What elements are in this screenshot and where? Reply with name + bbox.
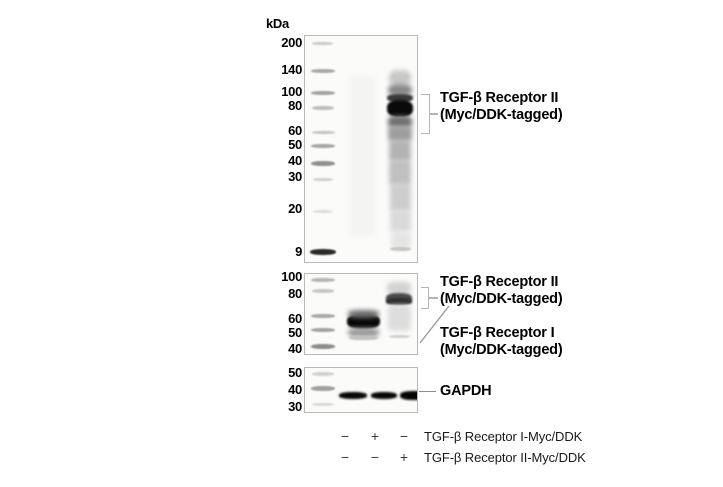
lane3-smear-50 bbox=[389, 140, 411, 162]
lane3-smear-30 bbox=[390, 184, 411, 212]
annotation-middle-receptor-ii: TGF-β Receptor II (Myc/DDK-tagged) bbox=[440, 274, 563, 307]
lane3-smear-60 bbox=[388, 126, 412, 142]
bracket-middle-receptor-ii bbox=[421, 287, 429, 309]
leader-line-receptor-i bbox=[419, 305, 450, 344]
mid-ladder-band-100 bbox=[311, 278, 335, 282]
mid-ladder-band-60 bbox=[311, 314, 335, 318]
lane3-smear-low bbox=[391, 232, 411, 248]
legend-row1-lane3-symbol: − bbox=[399, 428, 409, 444]
legend-row2-lane1-symbol: − bbox=[340, 449, 350, 465]
ladder-band-40 bbox=[311, 161, 335, 166]
mid-ladder-band-80 bbox=[312, 289, 334, 293]
ladder-band-200 bbox=[312, 42, 333, 45]
lane3-band-9 bbox=[390, 247, 411, 251]
mw-mid-label-50: 50 bbox=[288, 325, 302, 340]
legend-row1-lane1-symbol: − bbox=[340, 428, 350, 444]
lane3-smear-below-main bbox=[388, 116, 412, 128]
lane3-smear-40 bbox=[389, 160, 411, 186]
ladder-band-50 bbox=[311, 144, 335, 148]
mw-gapdh-label-50: 50 bbox=[288, 365, 302, 380]
legend-row1-label: TGF-β Receptor I-Myc/DDK bbox=[424, 429, 583, 444]
ladder-band-60 bbox=[312, 131, 335, 134]
gapdh-band-lane3 bbox=[400, 391, 417, 400]
lane2-background bbox=[349, 76, 375, 236]
mid-lane3-smear-mid bbox=[388, 305, 411, 331]
legend-row2-label: TGF-β Receptor II-Myc/DDK bbox=[424, 450, 586, 465]
mid-lane2-smear-lower bbox=[348, 328, 379, 337]
mw-mid-label-80: 80 bbox=[288, 286, 302, 301]
ladder-band-20 bbox=[313, 210, 333, 213]
lane3-smear-upper bbox=[388, 84, 412, 96]
mw-label-20: 20 bbox=[288, 201, 302, 216]
annotation-middle-i-line1: TGF-β Receptor I bbox=[440, 325, 555, 341]
gapdh-ladder-band-30 bbox=[312, 403, 334, 406]
ladder-band-80 bbox=[312, 106, 334, 110]
legend-row2-lane2-symbol: − bbox=[370, 449, 380, 465]
mw-label-140: 140 bbox=[281, 62, 302, 77]
annotation-middle-ii-line2: (Myc/DDK-tagged) bbox=[440, 290, 563, 307]
mw-mid-label-100: 100 bbox=[281, 269, 302, 284]
mid-lane2-band-faint bbox=[349, 336, 378, 340]
ladder-band-100 bbox=[311, 91, 335, 95]
bracket-middle-tick bbox=[429, 297, 438, 299]
bracket-top-receptor-ii bbox=[421, 94, 430, 134]
mw-label-40: 40 bbox=[288, 153, 302, 168]
annotation-top-line1: TGF-β Receptor II bbox=[440, 90, 559, 106]
mw-mid-label-60: 60 bbox=[288, 311, 302, 326]
mid-lane3-band-receptor-ii-core bbox=[386, 298, 412, 305]
mw-label-30: 30 bbox=[288, 169, 302, 184]
gapdh-band-lane1 bbox=[339, 392, 367, 399]
mid-ladder-band-50 bbox=[311, 328, 335, 332]
mid-ladder-band-40 bbox=[311, 344, 335, 349]
mw-label-200: 200 bbox=[281, 35, 302, 50]
mid-lane2-smear-upper bbox=[348, 310, 379, 318]
panel-middle-inner bbox=[305, 274, 417, 354]
bracket-top-tick bbox=[430, 113, 438, 115]
leader-line-gapdh bbox=[419, 391, 436, 393]
legend-row2-lane3-symbol: + bbox=[399, 449, 409, 465]
ladder-band-9 bbox=[310, 249, 336, 255]
mid-lane3-band-faint bbox=[389, 335, 410, 338]
ladder-band-140 bbox=[311, 69, 335, 73]
legend-row1-lane2-symbol: + bbox=[370, 428, 380, 444]
lane3-band-75-main bbox=[387, 100, 413, 117]
lane3-smear-20 bbox=[390, 210, 411, 232]
blot-panel-middle bbox=[304, 273, 418, 355]
gapdh-ladder-band-50 bbox=[312, 372, 334, 376]
annotation-top-line2: (Myc/DDK-tagged) bbox=[440, 106, 563, 123]
gapdh-band-lane2 bbox=[371, 392, 397, 399]
lane3-smear-top bbox=[389, 70, 411, 86]
mw-gapdh-label-40: 40 bbox=[288, 382, 302, 397]
annotation-middle-receptor-i: TGF-β Receptor I (Myc/DDK-tagged) bbox=[440, 325, 563, 358]
annotation-gapdh: GAPDH bbox=[440, 383, 492, 399]
gapdh-ladder-band-40 bbox=[311, 386, 335, 391]
mw-label-100: 100 bbox=[281, 84, 302, 99]
mw-label-60: 60 bbox=[288, 123, 302, 138]
annotation-middle-ii-line1: TGF-β Receptor II bbox=[440, 274, 559, 290]
annotation-top-receptor-ii: TGF-β Receptor II (Myc/DDK-tagged) bbox=[440, 90, 563, 123]
lane3-band-90 bbox=[387, 94, 413, 102]
mw-label-50: 50 bbox=[288, 137, 302, 152]
mid-lane3-smear-top bbox=[387, 282, 411, 294]
mw-gapdh-label-30: 30 bbox=[288, 399, 302, 414]
ladder-band-30 bbox=[313, 178, 333, 181]
blot-panel-gapdh bbox=[304, 367, 418, 413]
panel-gapdh-inner bbox=[305, 368, 417, 412]
annotation-middle-i-line2: (Myc/DDK-tagged) bbox=[440, 341, 563, 358]
blot-panel-top bbox=[304, 35, 418, 263]
kda-header: kDa bbox=[266, 16, 289, 31]
mw-label-9: 9 bbox=[295, 244, 302, 259]
panel-top-inner bbox=[305, 36, 417, 262]
mw-mid-label-40: 40 bbox=[288, 341, 302, 356]
mw-label-80: 80 bbox=[288, 98, 302, 113]
